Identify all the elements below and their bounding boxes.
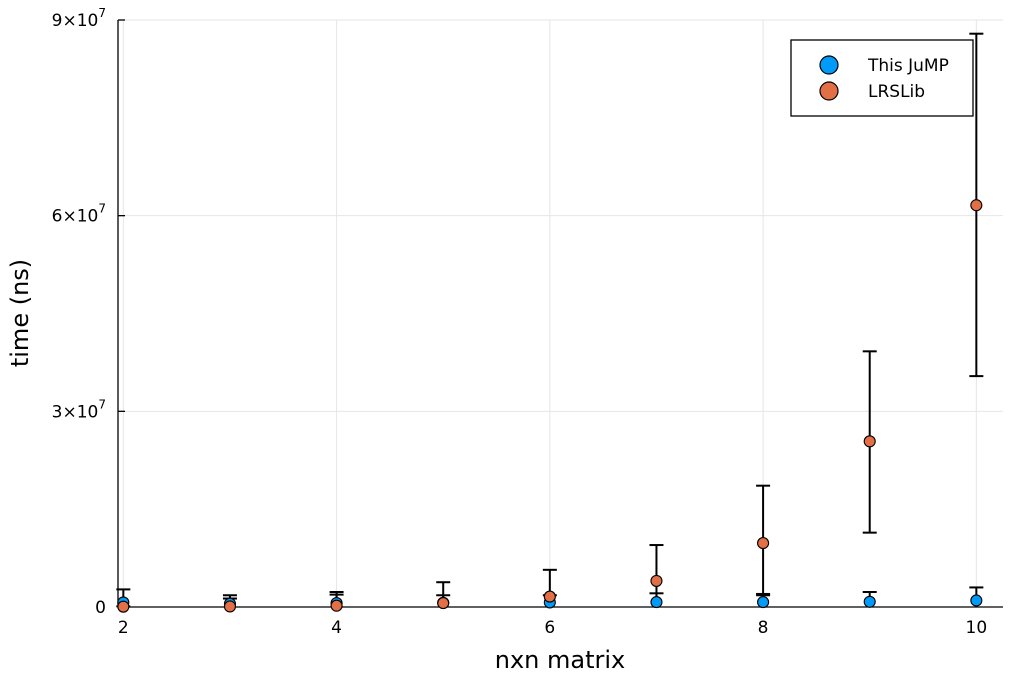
data-point xyxy=(863,435,876,448)
y-tick-label-base: 9×10 xyxy=(52,11,99,31)
y-tick-label: 3×107 xyxy=(52,397,106,422)
y-tick-label: 9×107 xyxy=(52,6,106,31)
legend: This JuMP LRSLib xyxy=(790,39,974,117)
data-point xyxy=(757,537,770,550)
legend-label: LRSLib xyxy=(868,82,925,102)
y-tick-label-base: 0 xyxy=(95,598,106,618)
data-point xyxy=(970,594,983,607)
y-axis-title: time (ns) xyxy=(6,259,34,367)
y-tick-label-exponent: 7 xyxy=(98,6,106,20)
data-point xyxy=(330,599,343,612)
x-tick-label: 2 xyxy=(118,618,129,638)
data-point xyxy=(970,199,983,212)
data-point xyxy=(223,600,237,613)
y-tick-label-exponent: 7 xyxy=(98,397,106,411)
y-tick-label: 6×107 xyxy=(52,202,106,227)
points-layer xyxy=(117,199,983,613)
y-tick-label-base: 3×10 xyxy=(52,402,99,422)
x-axis-title: nxn matrix xyxy=(495,646,626,674)
data-point xyxy=(117,600,130,613)
axes-layer xyxy=(117,20,1003,608)
x-tick-label: 10 xyxy=(966,618,988,638)
x-tick-label: 4 xyxy=(331,618,342,638)
y-tick-label: 0 xyxy=(95,598,106,618)
data-point xyxy=(863,595,876,608)
y-tick-label-exponent: 7 xyxy=(98,202,106,216)
data-point xyxy=(437,597,450,610)
data-point xyxy=(650,574,663,587)
data-point xyxy=(650,596,663,609)
legend-marker xyxy=(819,81,839,101)
y-tick-label-base: 6×10 xyxy=(52,207,99,227)
data-point xyxy=(543,590,556,603)
legend-marker xyxy=(819,55,839,75)
x-tick-label: 6 xyxy=(544,618,555,638)
legend-label: This JuMP xyxy=(867,56,949,76)
legend-box xyxy=(790,39,974,117)
x-tick-label: 8 xyxy=(758,618,769,638)
data-point xyxy=(757,596,770,609)
